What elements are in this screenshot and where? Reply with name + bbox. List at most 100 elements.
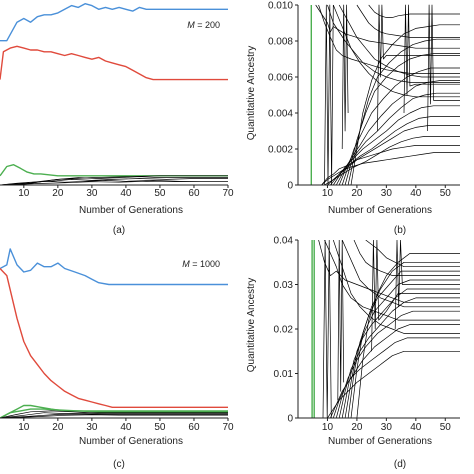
- panel-c-x-tick-label-4: 50: [154, 422, 166, 433]
- panel-c-caption: (c): [113, 459, 125, 470]
- panel-a-x-tick-label-0: 10: [18, 188, 30, 199]
- panel-a: 10 20 30 40 50 60 70 M = 200 Number of Generat…: [0, 3, 234, 236]
- panel-c-x-tick-label-6: 70: [222, 422, 234, 433]
- panel-a-series-1: [0, 45, 228, 81]
- panel-b-series-22: [377, 4, 460, 132]
- panel-a-x-tick-label-5: 60: [188, 188, 200, 199]
- panel-c-series-1: [0, 268, 228, 408]
- panel-b-series-18: [356, 4, 460, 38]
- panel-d-caption: (d): [394, 459, 406, 470]
- panel-a-axes: 10 20 30 40 50 60 70: [0, 184, 234, 199]
- panel-d-series-18: [322, 240, 332, 418]
- panel-c-series-7: [0, 414, 228, 418]
- panel-b-y-tick-label-0: 0: [287, 181, 293, 192]
- panel-b-x-tick-label-1: 20: [351, 188, 363, 199]
- panel-c-x-tick-label-2: 30: [86, 422, 98, 433]
- panel-a-series-4: [0, 178, 228, 185]
- panel-d-series-13: [324, 240, 460, 321]
- panel-c-series-5: [0, 412, 228, 418]
- panel-c-x-tick-label-0: 10: [18, 422, 30, 433]
- panel-c-annotation: M = 1000: [182, 259, 220, 269]
- panel-a-series-2: [0, 163, 228, 177]
- panel-b-series-24: [427, 4, 460, 132]
- panel-c-series-0: [0, 248, 228, 286]
- panel-b-x-tick-label-0: 10: [322, 188, 334, 199]
- panel-d-series-2: [327, 350, 460, 418]
- panel-a-x-tick-label-6: 70: [222, 188, 234, 199]
- panel-c: 10 20 30 40 50 60 70 M = 1000 Number of Genera…: [0, 248, 234, 470]
- panel-b-series-7: [335, 92, 460, 185]
- panel-d-x-tick-label-0: 10: [322, 422, 334, 433]
- panel-b-x-tick-label-3: 40: [410, 188, 422, 199]
- panel-c-series-6: [0, 413, 228, 418]
- panel-b-ylabel: Quantitative Ancestry: [246, 46, 257, 141]
- panel-c-series-3: [0, 408, 228, 418]
- panel-b-series-1: [321, 152, 460, 185]
- panel-a-xlabel: Number of Generations: [79, 205, 183, 216]
- panel-d-y-tick-label-3: 0.03: [274, 280, 294, 291]
- panel-d-lines: [311, 240, 460, 418]
- panel-b-x-tick-label-4: 50: [440, 188, 452, 199]
- panel-b-xlabel: Number of Generations: [328, 205, 432, 216]
- panel-a-series-3: [0, 175, 228, 185]
- panel-d-series-8: [344, 279, 460, 418]
- panel-a-series-7: [0, 180, 228, 185]
- panel-b-series-13: [315, 4, 460, 49]
- panel-d-x-tick-label-4: 50: [440, 422, 452, 433]
- panel-b-series-5: [330, 116, 460, 185]
- panel-b-y-tick-label-4: 0.008: [268, 37, 293, 48]
- panel-d-x-tick-label-3: 40: [410, 422, 422, 433]
- panel-c-x-tick-label-3: 40: [120, 422, 132, 433]
- panel-b-x-tick-label-2: 30: [381, 188, 393, 199]
- panel-d-series-17: [365, 240, 460, 268]
- panel-c-x-tick-label-5: 60: [188, 422, 200, 433]
- panel-d-axes: 10 20 30 40 50 0 0.01 0.02 0.03 0.04: [274, 236, 460, 433]
- panel-b: 10 20 30 40 50 0 0.002 0.004 0.006 0.008 0.010 Qua…: [246, 1, 460, 236]
- panel-d-y-tick-label-0: 0: [287, 414, 293, 425]
- panel-a-x-tick-label-3: 40: [120, 188, 132, 199]
- panel-b-y-tick-label-2: 0.004: [268, 109, 293, 120]
- panel-c-axes: 10 20 30 40 50 60 70: [0, 417, 234, 433]
- panel-d-series-15: [341, 240, 460, 308]
- panel-b-series-16: [332, 4, 460, 98]
- panel-d-series-6: [338, 297, 460, 418]
- panel-b-series-23: [403, 4, 460, 114]
- panel-b-series-8: [338, 80, 460, 185]
- panel-b-series-2: [321, 145, 460, 185]
- panel-d-y-tick-label-4: 0.04: [274, 236, 294, 247]
- panel-d-x-tick-label-1: 20: [351, 422, 363, 433]
- panel-b-lines: [310, 4, 460, 185]
- panel-b-series-15: [327, 4, 460, 83]
- panel-d-series-19: [337, 240, 345, 401]
- panel-d-series-11: [356, 253, 460, 418]
- panel-a-x-tick-label-4: 50: [154, 188, 166, 199]
- panel-d-y-tick-label-1: 0.01: [274, 369, 294, 380]
- panel-c-lines: [0, 248, 228, 418]
- panel-b-y-tick-label-1: 0.002: [268, 145, 293, 156]
- panel-a-x-tick-label-1: 20: [52, 188, 64, 199]
- panel-b-series-19: [368, 4, 460, 18]
- panel-b-series-6: [333, 105, 460, 185]
- panel-a-series-6: [0, 176, 228, 185]
- panel-d-series-7: [341, 288, 460, 418]
- panel-b-series-20: [324, 4, 334, 185]
- panel-a-x-tick-label-2: 30: [86, 188, 98, 199]
- panel-b-caption: (b): [394, 225, 406, 236]
- panel-d-ylabel: Quantitative Ancestry: [246, 278, 257, 373]
- panel-a-lines: [0, 3, 228, 185]
- panel-a-caption: (a): [113, 225, 125, 236]
- panel-a-series-0: [0, 3, 228, 42]
- panel-b-y-tick-label-3: 0.006: [268, 73, 293, 84]
- panel-c-series-4: [0, 410, 228, 418]
- panel-b-series-21: [341, 4, 349, 150]
- panel-b-series-14: [318, 4, 460, 74]
- panel-d-series-3: [330, 337, 460, 418]
- panel-b-y-tick-label-5: 0.010: [268, 1, 293, 12]
- panel-d: 10 20 30 40 50 0 0.01 0.02 0.03 0.04 Quantitative…: [246, 236, 460, 470]
- panel-c-x-tick-label-1: 20: [52, 422, 64, 433]
- panel-a-annotation: M = 200: [187, 20, 220, 30]
- panel-c-xlabel: Number of Generations: [79, 436, 183, 447]
- panel-d-series-4: [332, 324, 460, 418]
- panel-d-x-tick-label-2: 30: [381, 422, 393, 433]
